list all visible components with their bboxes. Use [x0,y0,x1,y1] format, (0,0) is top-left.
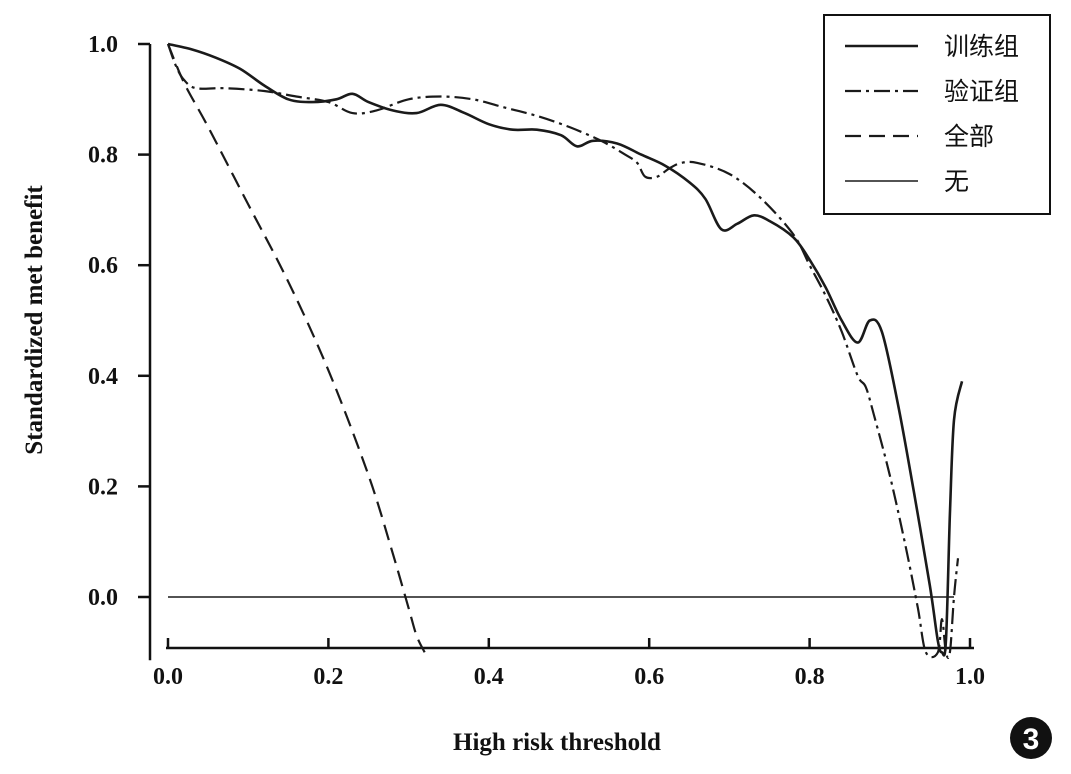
chart-axes: 0.0 0.2 0.4 0.6 0.8 1.0 0.0 0.2 0.4 0.6 0.8 1.0 [88,32,985,690]
y-ticks: 0.0 0.2 0.4 0.6 0.8 1.0 [88,32,150,611]
series-line-3 [166,43,426,653]
x-tick-label: 0.0 [153,664,183,690]
panel-badge-circle [1010,717,1052,759]
y-tick-label: 1.0 [88,32,118,58]
y-tick-label: 0.6 [88,253,118,279]
x-ticks: 0.0 0.2 0.4 0.6 0.8 1.0 [153,638,985,690]
y-tick-label: 0.8 [88,143,118,169]
panel-label: 3 [1023,723,1040,756]
panel-number-badge: 3 [1010,717,1052,759]
y-tick-label: 0.0 [88,585,118,611]
x-axis-title: High risk threshold [453,729,661,756]
x-tick-label: 0.8 [795,664,825,690]
x-tick-label: 0.4 [474,664,504,690]
legend-label-4: 无 [944,167,969,196]
x-tick-label: 0.6 [634,664,664,690]
x-tick-label: 1.0 [955,664,985,690]
legend-label-3: 全部 [944,122,994,151]
x-tick-label: 0.2 [313,664,343,690]
y-tick-label: 0.2 [88,474,118,500]
y-axis-title: Standardized met benefit [21,185,48,455]
legend-label-1: 训练组 [944,32,1019,61]
y-tick-label: 0.4 [88,364,118,390]
legend-label-2: 验证组 [944,77,1019,106]
series-layer [166,42,964,659]
series-line-2 [166,43,960,659]
series-line-1 [167,42,964,657]
